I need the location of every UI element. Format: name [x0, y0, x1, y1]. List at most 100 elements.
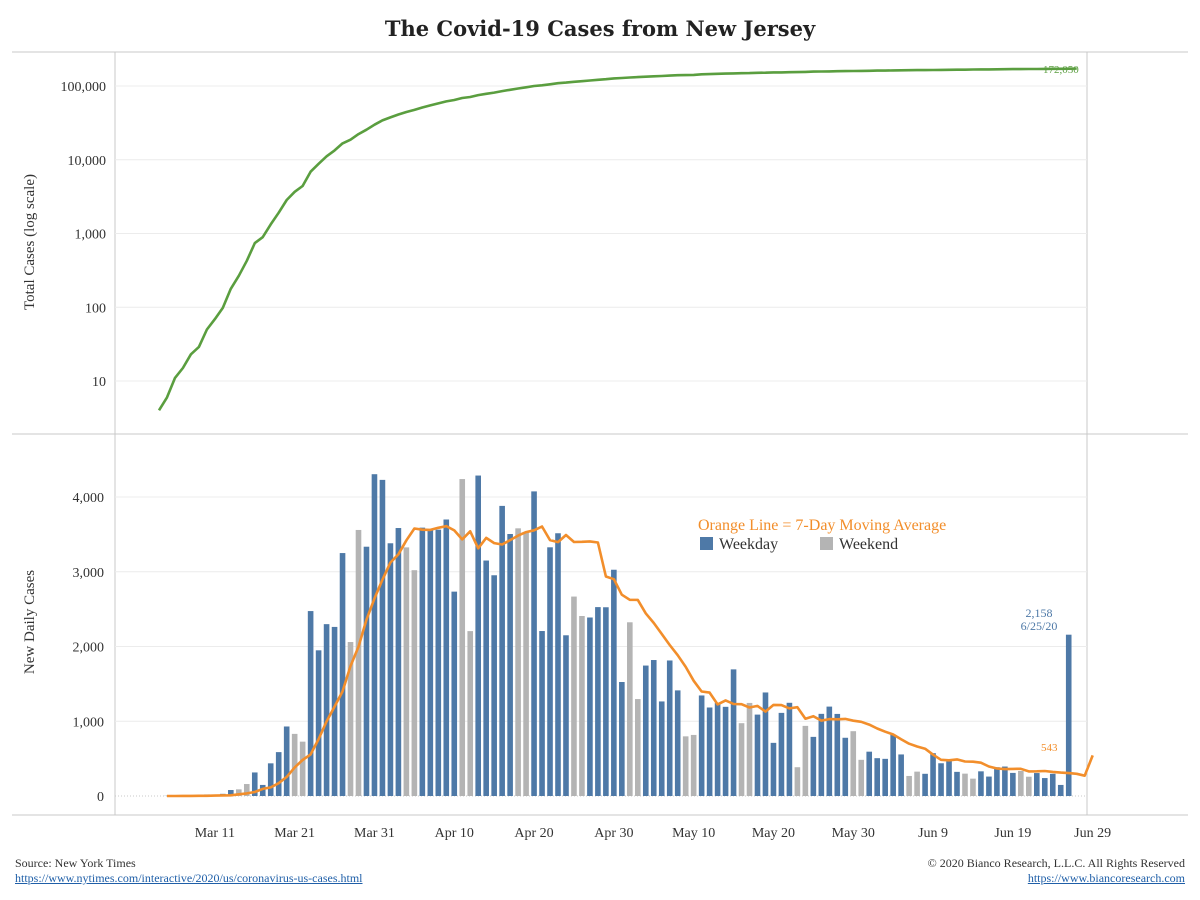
weekend-bar — [850, 731, 857, 796]
bottom-y-tick-label: 3,000 — [73, 566, 105, 581]
weekend-bar — [970, 778, 976, 796]
weekend-bar — [291, 733, 298, 796]
weekday-bar — [435, 529, 442, 796]
weekday-bar — [387, 543, 394, 796]
legend-weekday-swatch — [700, 537, 713, 550]
bottom-y-axis-title: New Daily Cases — [22, 570, 38, 674]
weekday-bar — [275, 752, 282, 796]
source-text: Source: New York Times — [15, 856, 136, 870]
weekday-bar — [315, 650, 322, 796]
top-y-tick-label: 100,000 — [61, 80, 107, 95]
weekend-bar — [746, 702, 753, 796]
weekday-bar — [491, 575, 497, 796]
weekday-bar — [1010, 772, 1016, 796]
weekend-bar — [523, 532, 529, 796]
copyright-link-wrap: https://www.biancoresearch.com — [1028, 871, 1185, 886]
weekday-bar — [770, 742, 777, 796]
weekday-bar — [842, 737, 849, 796]
weekday-bar — [419, 527, 426, 796]
weekday-bar — [563, 635, 569, 796]
x-tick-label: Apr 10 — [435, 826, 474, 841]
weekday-bar — [666, 660, 673, 796]
bottom-y-tick-label: 2,000 — [73, 641, 105, 656]
weekday-bar — [339, 553, 346, 796]
weekday-bar — [475, 475, 481, 796]
weekday-bar — [1041, 778, 1048, 796]
weekday-bar — [882, 758, 888, 796]
weekday-bar — [954, 771, 960, 796]
weekend-bar — [906, 775, 912, 796]
weekday-bar — [451, 591, 458, 796]
weekday-bar — [874, 758, 880, 796]
x-tick-label: Jun 9 — [918, 826, 948, 841]
last-value-annotation: 2,158 — [1026, 606, 1053, 620]
x-tick-label: Mar 11 — [195, 826, 235, 841]
source-link[interactable]: https://www.nytimes.com/interactive/2020… — [15, 871, 363, 885]
weekday-bar — [1065, 634, 1072, 796]
total-cases-line — [157, 67, 1077, 411]
weekday-bar — [443, 519, 450, 796]
weekday-bar — [259, 784, 266, 796]
weekday-bar — [1034, 773, 1040, 796]
top-y-tick-label: 10,000 — [68, 154, 107, 169]
weekday-bar — [603, 607, 609, 796]
weekday-bar — [395, 528, 402, 796]
weekday-bar — [531, 491, 537, 796]
weekday-bar — [922, 773, 928, 796]
legend: Orange Line = 7-Day Moving Average Weekd… — [698, 517, 946, 553]
weekend-bar — [347, 642, 354, 796]
weekday-bar — [587, 617, 593, 796]
weekend-bar — [467, 631, 474, 796]
last-ma-annotation: 543 — [1041, 742, 1058, 754]
weekday-bar — [938, 763, 944, 796]
weekday-bar — [499, 505, 505, 796]
x-tick-label: May 20 — [752, 826, 795, 841]
chart-lines — [157, 67, 1094, 798]
top-y-axis-title: Total Cases (log scale) — [22, 174, 38, 310]
top-y-tick-label: 100 — [85, 301, 106, 316]
weekday-bar — [595, 607, 601, 796]
weekend-bar — [243, 784, 250, 796]
weekday-bar — [986, 776, 992, 796]
total-end-label: 172,050 — [1043, 64, 1079, 76]
x-tick-label: Apr 30 — [594, 826, 633, 841]
weekend-bar — [794, 767, 801, 796]
weekday-bar — [834, 713, 841, 796]
source-link-wrap: https://www.nytimes.com/interactive/2020… — [15, 871, 363, 886]
weekday-bar — [323, 624, 330, 796]
bottom-y-tick-label: 4,000 — [73, 491, 105, 506]
weekday-bar — [994, 767, 1000, 796]
weekend-bar — [635, 699, 641, 796]
weekday-bar — [866, 751, 873, 796]
weekday-bar — [427, 529, 434, 796]
weekend-bar — [682, 736, 689, 796]
top-gridlines — [115, 85, 1087, 382]
x-tick-label: Mar 31 — [354, 826, 395, 841]
weekday-bar — [267, 763, 274, 796]
x-tick-label: Jun 29 — [1074, 826, 1111, 841]
weekday-bar — [363, 546, 370, 796]
copyright-link[interactable]: https://www.biancoresearch.com — [1027, 871, 1185, 885]
weekday-bar — [714, 702, 721, 796]
copyright-text: © 2020 Bianco Research, L.L.C. All Right… — [927, 856, 1185, 870]
bottom-y-tick-label: 1,000 — [73, 715, 105, 730]
weekday-bar — [619, 682, 625, 796]
x-tick-label: May 30 — [832, 826, 875, 841]
weekend-bar — [1018, 770, 1024, 796]
bottom-y-tick-label: 0 — [97, 790, 104, 805]
legend-weekend-swatch — [820, 537, 833, 550]
legend-weekday-label: Weekday — [719, 536, 778, 553]
weekday-bar — [810, 736, 817, 796]
weekday-bar — [379, 479, 386, 796]
weekend-bar — [962, 773, 968, 796]
bottom-gridlines — [115, 496, 1087, 722]
weekday-bar — [978, 771, 984, 796]
weekday-bar — [946, 760, 952, 796]
weekend-bar — [459, 479, 466, 796]
weekday-bar — [483, 560, 489, 796]
top-y-tick-label: 1,000 — [75, 228, 107, 243]
weekday-bar — [826, 706, 833, 796]
weekend-bar — [690, 734, 697, 796]
chart-title: The Covid-19 Cases from New Jersey — [384, 16, 816, 41]
x-tick-label: May 10 — [672, 826, 715, 841]
